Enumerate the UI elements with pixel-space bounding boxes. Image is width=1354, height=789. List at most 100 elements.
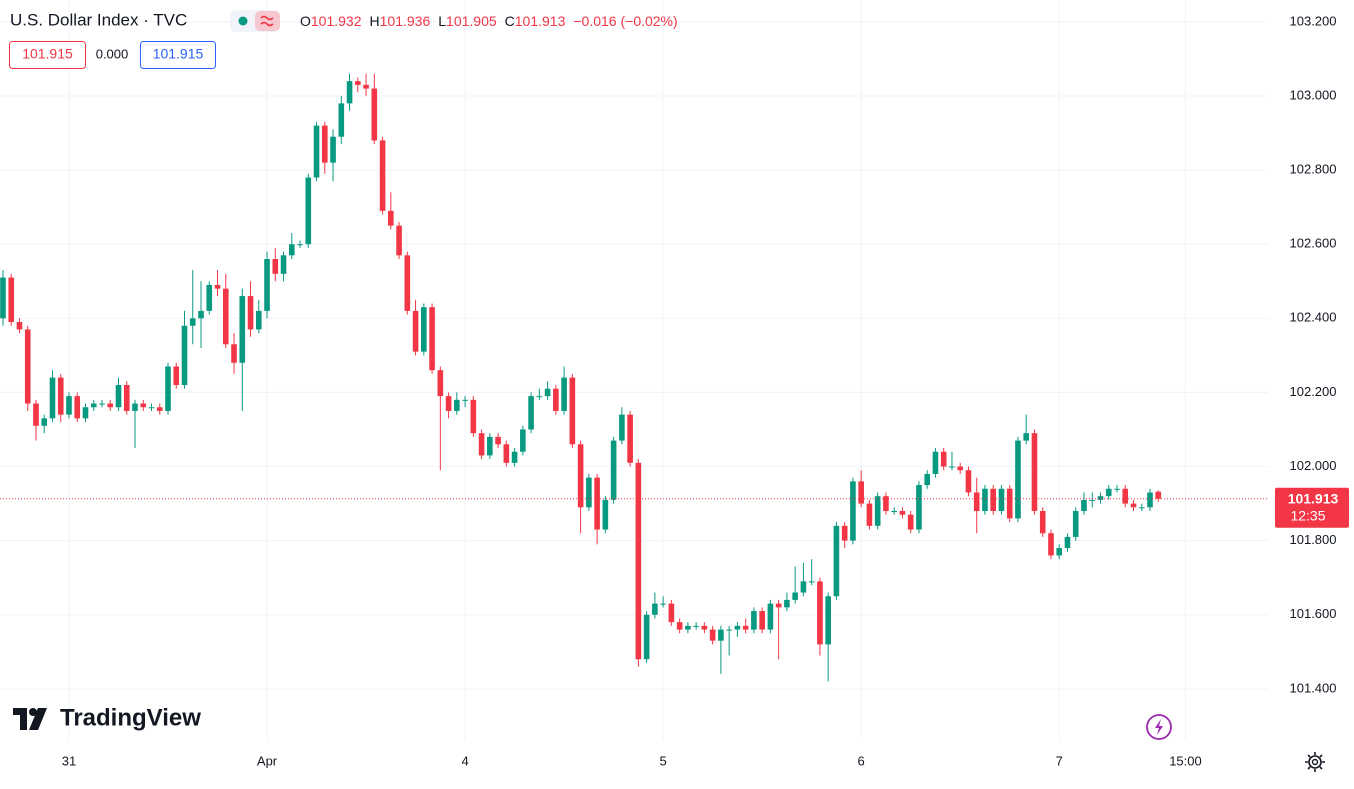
y-tick-label: 102.200	[1290, 384, 1337, 399]
overlay: U.S. Dollar Index · TVC O101.932 H101.936…	[0, 10, 1349, 772]
sell-button[interactable]	[9, 41, 86, 69]
candle-body	[41, 418, 48, 426]
settings-icon	[1308, 755, 1322, 769]
grid: 101.400 101.600 101.800 102.000 102.200 102.4…	[0, 0, 1337, 768]
candle-body	[156, 407, 163, 411]
ohlc-legend: O101.932 H101.936 L101.905 C101.913 −0.016 (…	[300, 13, 678, 29]
candle-body	[907, 514, 914, 530]
candle-body	[973, 492, 980, 511]
candle-body	[503, 444, 510, 463]
candle-body	[49, 377, 56, 419]
candle-body	[883, 496, 889, 511]
candle-body	[206, 284, 213, 311]
candle-body	[775, 603, 782, 608]
x-tick-label: 5	[660, 753, 667, 768]
candle-body	[412, 310, 419, 352]
settings-icon	[1305, 752, 1325, 772]
candle-body	[932, 451, 939, 474]
candles	[0, 73, 1162, 682]
lightning-icon	[1155, 719, 1163, 735]
logo-dot	[29, 708, 37, 716]
candle-body	[1114, 488, 1120, 490]
candle-body	[445, 396, 452, 411]
candle-body	[57, 377, 64, 415]
x-tick-label: 31	[62, 753, 76, 768]
candle-body	[1105, 488, 1112, 497]
candle-body	[214, 284, 221, 289]
candle-body	[998, 488, 1005, 511]
y-tick-label: 103.000	[1290, 87, 1337, 102]
y-tick-label: 101.600	[1290, 606, 1337, 621]
lightning-button[interactable]	[1146, 714, 1172, 740]
candle-body	[1056, 548, 1063, 556]
candle-body	[1006, 488, 1013, 519]
candle-body	[0, 277, 6, 319]
symbol-title: U.S. Dollar Index · TVC	[10, 10, 187, 29]
candle-body	[371, 88, 378, 141]
candle-body	[569, 377, 576, 445]
candle-body	[511, 451, 518, 463]
candle-body	[8, 277, 15, 323]
candle-body	[528, 396, 534, 430]
buy-button[interactable]	[140, 41, 216, 69]
ohlc-label: C	[505, 13, 515, 29]
y-tick-label: 102.600	[1290, 236, 1337, 251]
candle-body	[602, 499, 609, 530]
y-tick-label: 102.800	[1290, 162, 1337, 177]
candle-body	[841, 525, 848, 541]
candle-body	[478, 433, 485, 456]
candle-body	[536, 396, 543, 398]
candle-body	[709, 629, 716, 641]
candle-body	[949, 466, 955, 468]
buy-price: 101.915	[153, 46, 204, 62]
candle-body	[313, 125, 320, 178]
settings-icon	[1311, 758, 1319, 766]
candle-body	[800, 581, 807, 593]
candle-body	[495, 436, 501, 445]
candle-body	[181, 325, 188, 386]
candle-body	[899, 510, 906, 515]
logo[interactable]: TradingView	[13, 704, 201, 731]
ohlc-text: O101.932 H101.936 L101.905 C101.913 −0.016 (…	[300, 13, 678, 29]
candle-body	[198, 310, 204, 319]
market-open-dot	[238, 16, 248, 26]
candle-body	[99, 403, 105, 405]
candle-body	[280, 255, 287, 274]
candle-body	[189, 318, 196, 326]
candle-body	[1147, 492, 1153, 508]
candle-body	[272, 259, 279, 274]
candle-body	[264, 259, 270, 311]
candle-body	[734, 625, 741, 630]
candle-body	[247, 296, 254, 330]
candle-body	[957, 466, 964, 471]
candle-body	[66, 396, 72, 415]
change: −0.016 (−0.02%)	[573, 13, 677, 29]
candle-body	[82, 407, 89, 419]
countdown: 12:35	[1290, 507, 1325, 523]
x-tick-label: 7	[1056, 753, 1063, 768]
candle-body	[396, 225, 402, 256]
candle-body	[107, 403, 114, 408]
candle-body	[1023, 433, 1030, 441]
candle-body	[965, 470, 972, 493]
ohlc-value: 101.932	[311, 13, 362, 29]
candle-body	[751, 611, 757, 630]
candle-body	[1064, 536, 1071, 549]
candle-body	[16, 322, 23, 330]
delay-icon	[260, 15, 274, 27]
candle-body	[759, 611, 765, 630]
candle-body	[544, 388, 551, 397]
candle-body	[668, 603, 675, 623]
candle-body	[454, 399, 460, 411]
candle-body	[462, 399, 468, 401]
candle-body	[866, 503, 873, 526]
candle-body	[916, 485, 922, 530]
candle-body	[305, 177, 312, 245]
candle-body	[1048, 533, 1054, 556]
x-tick-label: 15:00	[1169, 753, 1202, 768]
ohlc-label: L	[438, 13, 446, 29]
settings-button[interactable]	[1305, 752, 1325, 772]
candle-body	[676, 622, 683, 630]
candle-body	[874, 496, 881, 526]
